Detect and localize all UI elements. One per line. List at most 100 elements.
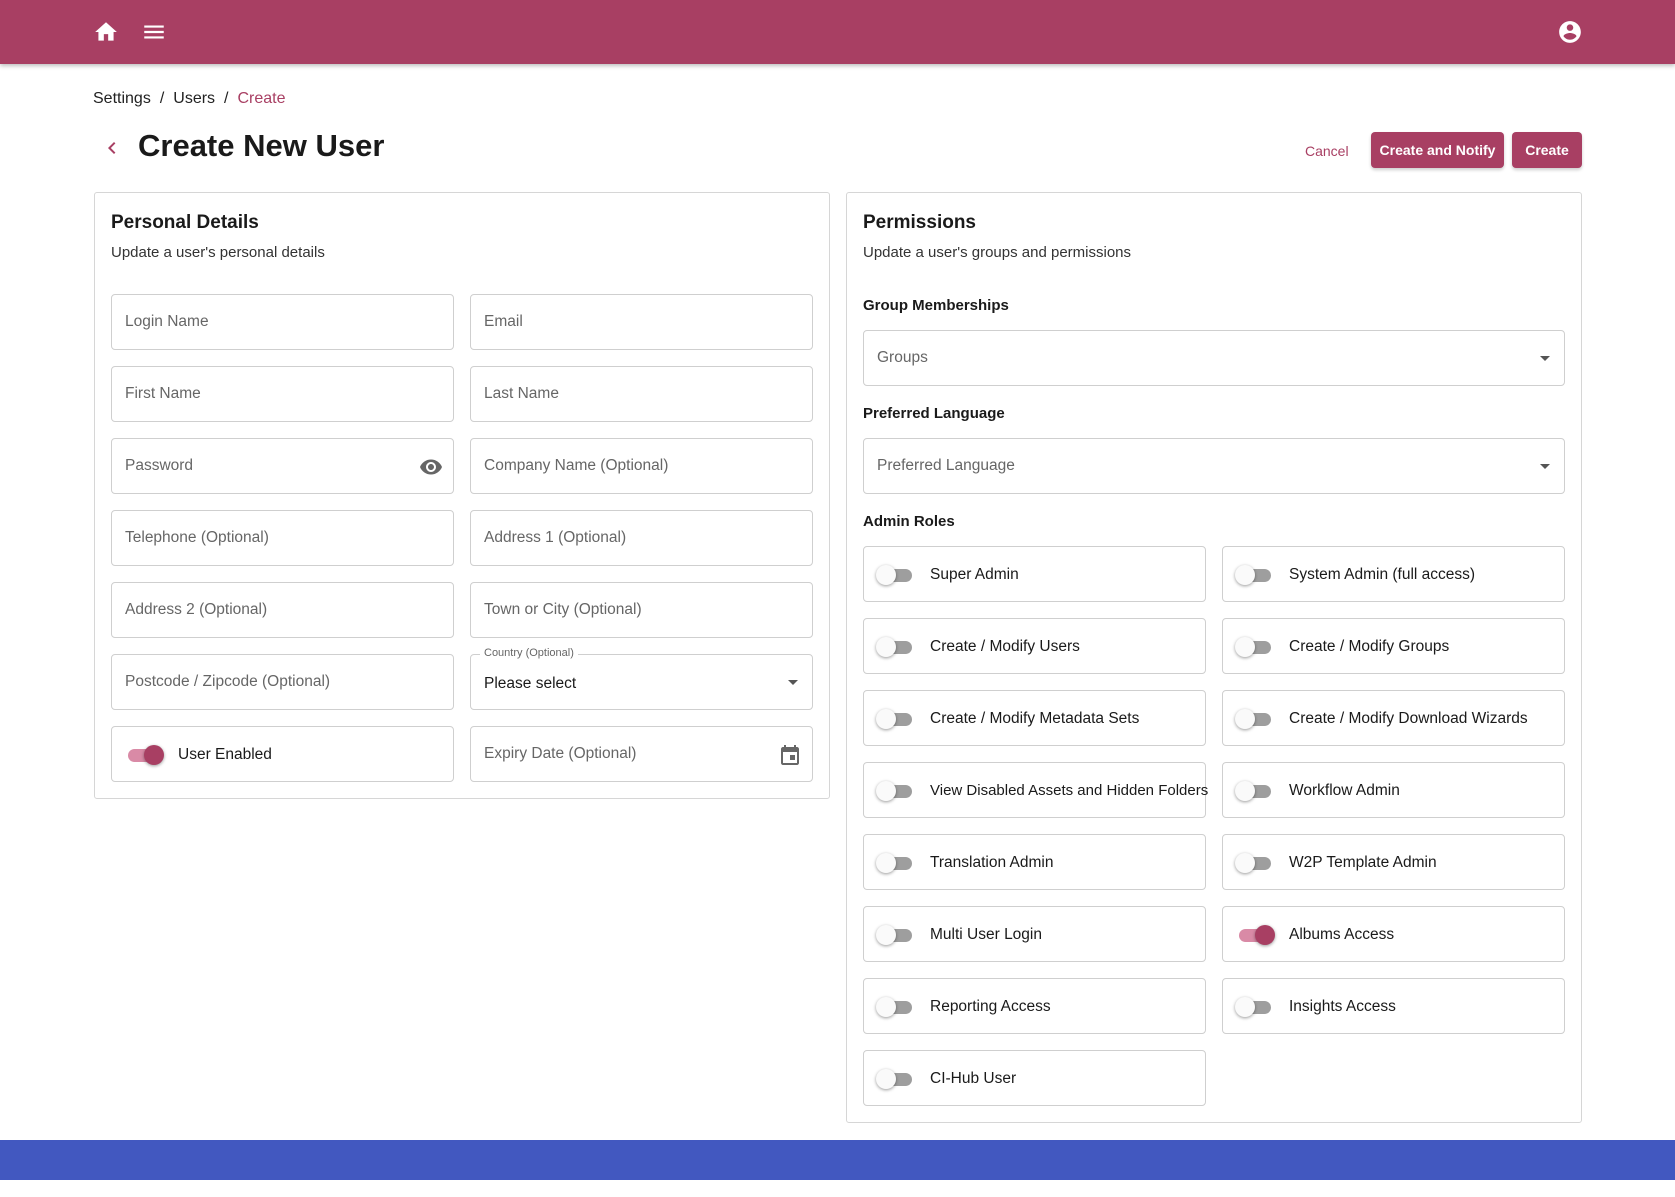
postcode-field[interactable]: Postcode / Zipcode (Optional): [111, 654, 454, 710]
town-city-field[interactable]: Town or City (Optional): [470, 582, 813, 638]
role-view-disabled-assets[interactable]: View Disabled Assets and Hidden Folders: [863, 762, 1209, 818]
role-label: Translation Admin: [930, 854, 1054, 871]
role-switch[interactable]: [876, 780, 916, 802]
cancel-button[interactable]: Cancel: [1295, 133, 1359, 169]
breadcrumb-separator: /: [159, 90, 165, 107]
postcode-placeholder: Postcode / Zipcode (Optional): [125, 673, 331, 690]
page-title: Create New User: [138, 128, 385, 163]
first-name-field[interactable]: First Name: [111, 366, 454, 422]
role-label: View Disabled Assets and Hidden Folders: [930, 782, 1209, 799]
preferred-language-label: Preferred Language: [863, 405, 1005, 422]
role-create-modify-download-wizards[interactable]: Create / Modify Download Wizards: [1222, 690, 1565, 746]
email-placeholder: Email: [484, 313, 523, 330]
menu-icon[interactable]: [141, 19, 167, 45]
role-switch[interactable]: [876, 708, 916, 730]
home-icon[interactable]: [93, 19, 119, 45]
company-name-field[interactable]: Company Name (Optional): [470, 438, 813, 494]
role-super-admin[interactable]: Super Admin: [863, 546, 1206, 602]
last-name-placeholder: Last Name: [484, 385, 559, 402]
role-switch[interactable]: [1235, 708, 1275, 730]
role-switch[interactable]: [876, 636, 916, 658]
caret-down-icon: [788, 680, 798, 685]
role-switch[interactable]: [1235, 564, 1275, 586]
chevron-left-icon[interactable]: [100, 136, 124, 160]
password-field[interactable]: Password: [111, 438, 454, 494]
breadcrumb-settings[interactable]: Settings: [93, 90, 151, 107]
eye-icon[interactable]: [419, 455, 443, 479]
create-and-notify-button[interactable]: Create and Notify: [1371, 132, 1504, 168]
country-select[interactable]: Country (Optional) Please select: [470, 647, 813, 710]
email-field[interactable]: Email: [470, 294, 813, 350]
role-switch[interactable]: [876, 924, 916, 946]
role-label: Workflow Admin: [1289, 782, 1400, 799]
role-create-modify-groups[interactable]: Create / Modify Groups: [1222, 618, 1565, 674]
role-create-modify-users[interactable]: Create / Modify Users: [863, 618, 1206, 674]
role-create-modify-metadata-sets[interactable]: Create / Modify Metadata Sets: [863, 690, 1206, 746]
breadcrumb-separator: /: [224, 90, 229, 107]
role-label: Multi User Login: [930, 926, 1042, 943]
role-label: Create / Modify Download Wizards: [1289, 710, 1528, 727]
calendar-icon[interactable]: [778, 743, 802, 767]
footer-bar: [0, 1140, 1675, 1180]
role-label: System Admin (full access): [1289, 566, 1476, 583]
role-label: Insights Access: [1289, 998, 1396, 1015]
breadcrumb-create: Create: [237, 90, 286, 107]
role-albums-access[interactable]: Albums Access: [1222, 906, 1565, 962]
expiry-date-field[interactable]: Expiry Date (Optional): [470, 726, 813, 782]
role-reporting-access[interactable]: Reporting Access: [863, 978, 1206, 1034]
role-switch[interactable]: [1235, 996, 1275, 1018]
user-enabled-switch[interactable]: [124, 744, 164, 766]
personal-details-title: Personal Details: [111, 212, 259, 233]
last-name-field[interactable]: Last Name: [470, 366, 813, 422]
role-translation-admin[interactable]: Translation Admin: [863, 834, 1206, 890]
telephone-field[interactable]: Telephone (Optional): [111, 510, 454, 566]
role-switch[interactable]: [876, 564, 916, 586]
role-switch[interactable]: [1235, 780, 1275, 802]
role-system-admin[interactable]: System Admin (full access): [1222, 546, 1565, 602]
role-ci-hub-user[interactable]: CI-Hub User: [863, 1050, 1206, 1106]
role-insights-access[interactable]: Insights Access: [1222, 978, 1565, 1034]
role-switch[interactable]: [876, 996, 916, 1018]
role-switch[interactable]: [1235, 924, 1275, 946]
role-label: Albums Access: [1289, 926, 1395, 943]
address-2-field[interactable]: Address 2 (Optional): [111, 582, 454, 638]
town-city-placeholder: Town or City (Optional): [484, 601, 642, 618]
role-label: CI-Hub User: [930, 1070, 1017, 1087]
create-button[interactable]: Create: [1512, 132, 1582, 168]
address-2-placeholder: Address 2 (Optional): [125, 601, 268, 618]
permissions-title: Permissions: [863, 212, 976, 233]
company-name-placeholder: Company Name (Optional): [484, 457, 669, 474]
telephone-placeholder: Telephone (Optional): [125, 529, 269, 546]
groups-select[interactable]: Groups: [863, 330, 1565, 386]
role-label: Reporting Access: [930, 998, 1051, 1015]
expiry-date-placeholder: Expiry Date (Optional): [484, 745, 637, 762]
admin-roles-label: Admin Roles: [863, 513, 955, 530]
preferred-language-select[interactable]: Preferred Language: [863, 438, 1565, 494]
login-name-placeholder: Login Name: [125, 313, 209, 330]
role-switch[interactable]: [1235, 852, 1275, 874]
caret-down-icon: [1540, 356, 1550, 361]
group-memberships-label: Group Memberships: [863, 297, 1009, 314]
role-switch[interactable]: [876, 852, 916, 874]
role-label: Super Admin: [930, 566, 1019, 583]
role-label: Create / Modify Users: [930, 638, 1080, 655]
preferred-language-placeholder: Preferred Language: [877, 457, 1015, 474]
breadcrumb: Settings / Users / Create: [93, 90, 286, 108]
account-circle-icon[interactable]: [1557, 19, 1583, 45]
breadcrumb-users[interactable]: Users: [173, 90, 216, 107]
role-switch[interactable]: [1235, 636, 1275, 658]
personal-details-card: Personal Details Update a user's persona…: [94, 192, 830, 799]
caret-down-icon: [1540, 464, 1550, 469]
country-label: Country (Optional): [480, 647, 578, 659]
personal-details-subtitle: Update a user's personal details: [111, 244, 325, 261]
role-switch[interactable]: [876, 1068, 916, 1090]
role-label: W2P Template Admin: [1289, 854, 1437, 871]
role-w2p-template-admin[interactable]: W2P Template Admin: [1222, 834, 1565, 890]
permissions-subtitle: Update a user's groups and permissions: [863, 244, 1132, 261]
role-multi-user-login[interactable]: Multi User Login: [863, 906, 1206, 962]
user-enabled-toggle-field[interactable]: User Enabled: [111, 726, 454, 782]
login-name-field[interactable]: Login Name: [111, 294, 454, 350]
role-workflow-admin[interactable]: Workflow Admin: [1222, 762, 1565, 818]
permissions-card: Permissions Update a user's groups and p…: [846, 192, 1582, 1123]
address-1-field[interactable]: Address 1 (Optional): [470, 510, 813, 566]
